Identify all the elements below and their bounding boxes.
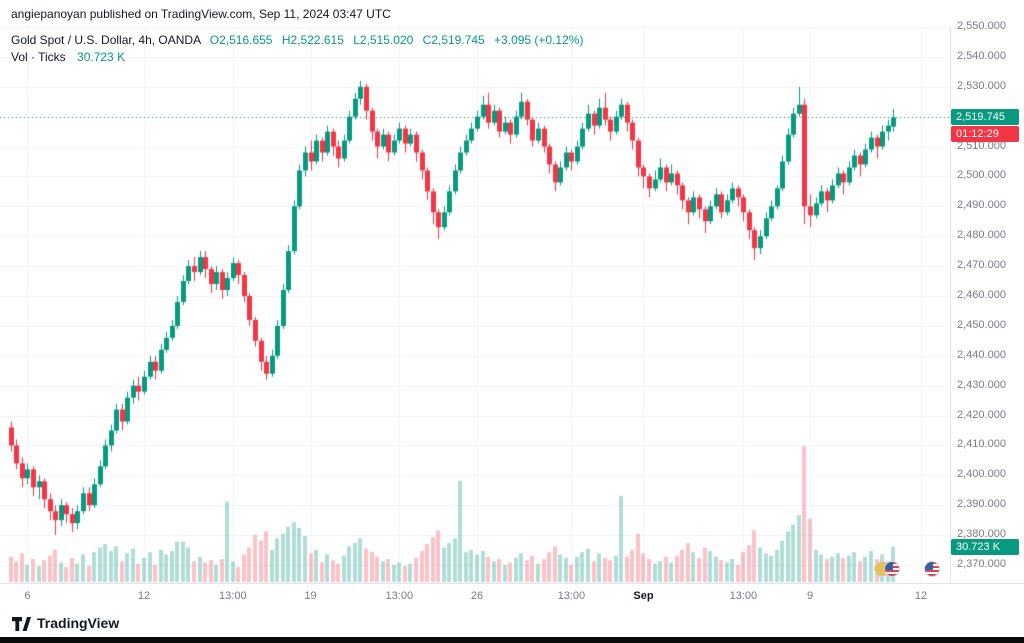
price-change: +3.095 (+0.12%) — [494, 33, 584, 47]
footer-bar: TradingView — [0, 610, 1024, 637]
time-tick-label: Sep — [633, 590, 654, 602]
price-tick-label: 2,430.000 — [957, 378, 1006, 391]
price-tick-label: 2,550.000 — [957, 20, 1006, 32]
price-tick-label: 2,440.000 — [957, 348, 1006, 361]
time-tick-label: 13:00 — [219, 590, 247, 602]
time-tick-label: 12 — [914, 590, 928, 602]
price-tick-label: 2,530.000 — [957, 79, 1006, 92]
ohlc-open: O2,516.655 — [209, 33, 273, 47]
price-tick-label: 2,420.000 — [957, 408, 1006, 421]
tradingview-brand[interactable]: TradingView — [37, 615, 120, 631]
legend-symbol-row: Gold Spot / U.S. Dollar, 4h, OANDA O2,51… — [11, 32, 583, 48]
ohlc-high: H2,522.615 — [281, 33, 344, 47]
price-tick-label: 2,370.000 — [957, 558, 1006, 570]
time-tick-label: 13:00 — [385, 590, 414, 602]
price-tick-label: 2,390.000 — [957, 498, 1006, 511]
ohlc-low: L2,515.020 — [353, 33, 414, 47]
price-tick-label: 2,450.000 — [957, 318, 1006, 331]
ohlc-close: C2,519.745 — [422, 33, 485, 47]
legend: Gold Spot / U.S. Dollar, 4h, OANDA O2,51… — [11, 32, 583, 66]
price-tick-label: 2,500.000 — [957, 169, 1006, 182]
price-tick-label: 2,480.000 — [957, 229, 1006, 242]
attribution-bar: angiepanoyan published on TradingView.co… — [0, 0, 1024, 27]
volume-study-value: 30.723 K — [77, 50, 126, 64]
price-tick-label: 2,410.000 — [957, 438, 1006, 451]
price-tick-label: 2,400.000 — [957, 468, 1006, 481]
volume-badge: 30.723 K — [951, 538, 1019, 555]
tradingview-logo-icon[interactable] — [12, 616, 31, 632]
time-tick-label: 9 — [806, 590, 814, 602]
price-tick-label: 2,490.000 — [957, 199, 1006, 212]
price-tick-label: 2,460.000 — [957, 289, 1006, 301]
legend-volume-row: Vol · Ticks 30.723 K — [11, 49, 583, 65]
volume-study-label: Vol · Ticks — [11, 50, 66, 64]
last-price-badge: 2,519.745 — [951, 109, 1019, 126]
time-tick-label: 13:00 — [729, 590, 758, 602]
price-tick-label: 2,510.000 — [957, 139, 1006, 152]
time-tick-label: 26 — [470, 590, 484, 602]
bar-countdown-badge: 01:12:29 — [951, 126, 1019, 143]
time-tick-label: 6 — [24, 590, 31, 602]
price-tick-label: 2,380.000 — [957, 528, 1006, 541]
time-tick-label: 12 — [137, 590, 151, 602]
time-axis[interactable]: 6 12 13:00 19 13:00 26 13:00 Sep 13:00 9 12 — [0, 583, 1024, 611]
attribution-text: angiepanoyan published on TradingView.co… — [11, 7, 391, 21]
symbol-title: Gold Spot / U.S. Dollar, 4h, OANDA — [11, 33, 201, 47]
price-tick-label: 2,470.000 — [957, 259, 1006, 272]
us-flag-icon — [924, 561, 940, 577]
time-tick-label: 19 — [304, 590, 317, 602]
price-tick-label: 2,540.000 — [957, 49, 1006, 62]
bottom-border-bar — [0, 637, 1024, 643]
usd-flag-icon — [884, 561, 900, 577]
time-tick-label: 13:00 — [557, 590, 586, 602]
